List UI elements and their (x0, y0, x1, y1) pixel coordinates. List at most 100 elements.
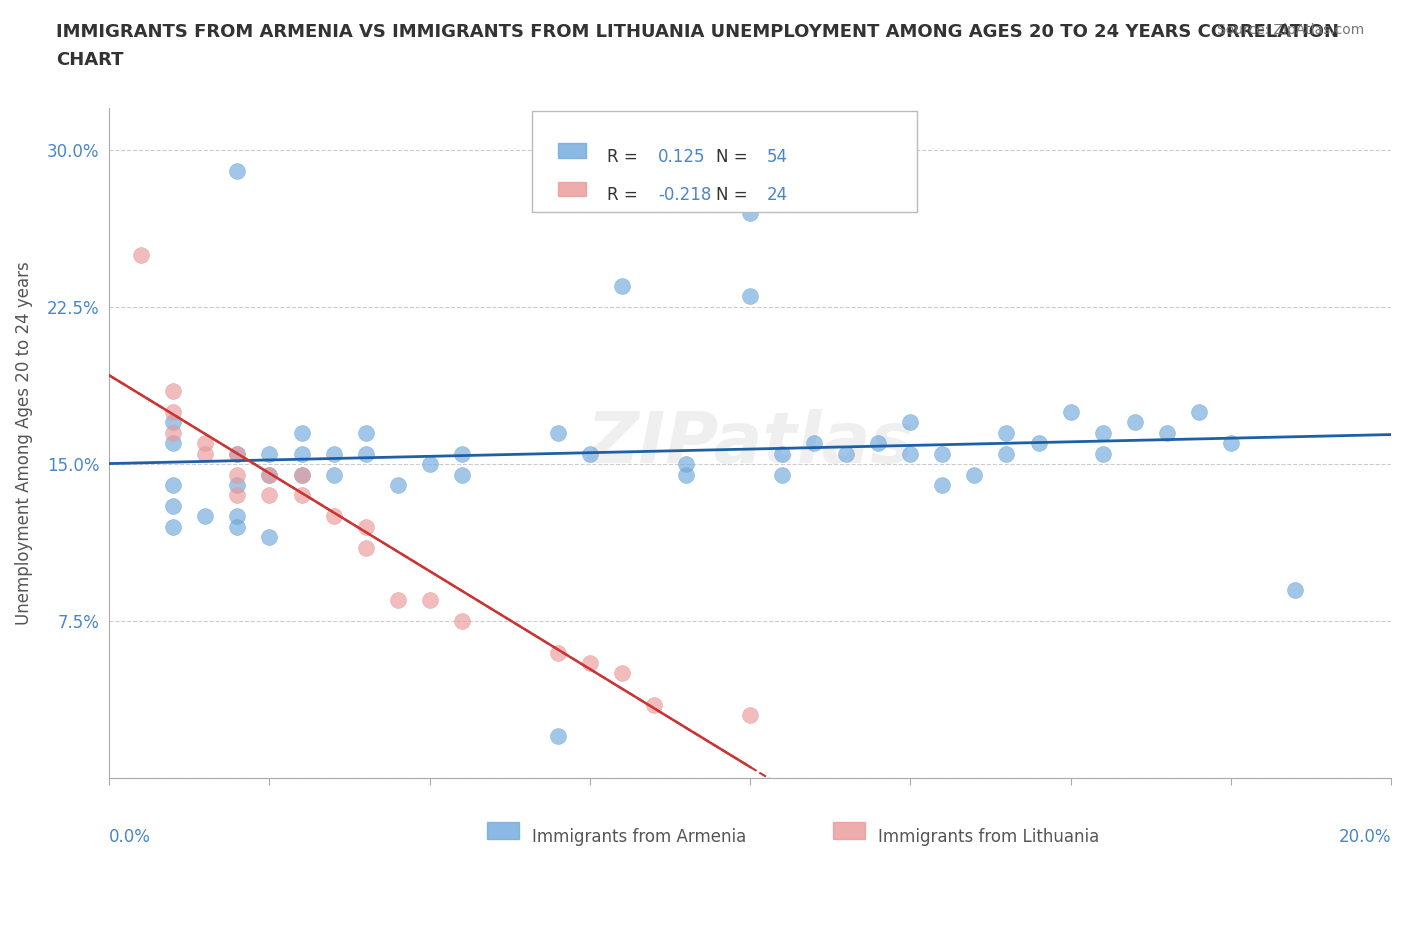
Point (740, 206, 762, 220)
Point (162, 520, 184, 535)
Point (226, 509, 249, 524)
Point (226, 164, 249, 179)
Text: R =: R = (606, 148, 643, 166)
Point (387, 592, 409, 607)
Point (675, 457, 697, 472)
Text: -0.218: -0.218 (658, 186, 711, 205)
Point (322, 467, 344, 482)
Point (1059, 405, 1081, 419)
Point (290, 467, 312, 482)
Point (354, 425, 377, 440)
FancyBboxPatch shape (834, 822, 866, 839)
Point (1091, 446, 1114, 461)
Y-axis label: Unemployment Among Ages 20 to 24 years: Unemployment Among Ages 20 to 24 years (15, 261, 32, 625)
Point (547, 645, 569, 660)
Point (1028, 435, 1050, 450)
FancyBboxPatch shape (488, 822, 519, 839)
Point (162, 425, 184, 440)
Point (354, 540, 377, 555)
Point (835, 446, 858, 461)
Text: 20.0%: 20.0% (1339, 829, 1391, 846)
Point (1219, 435, 1241, 450)
FancyBboxPatch shape (558, 181, 586, 196)
Point (194, 435, 217, 450)
Point (1091, 425, 1114, 440)
Point (450, 446, 472, 461)
Point (226, 488, 249, 503)
FancyBboxPatch shape (558, 143, 586, 157)
Point (354, 520, 377, 535)
Point (162, 383, 184, 398)
Point (643, 698, 665, 712)
Point (770, 446, 793, 461)
Text: IMMIGRANTS FROM ARMENIA VS IMMIGRANTS FROM LITHUANIA UNEMPLOYMENT AMONG AGES 20 : IMMIGRANTS FROM ARMENIA VS IMMIGRANTS FR… (56, 23, 1340, 41)
Point (226, 446, 249, 461)
Point (610, 279, 633, 294)
Point (290, 488, 312, 503)
Point (226, 520, 249, 535)
Point (995, 446, 1018, 461)
Text: N =: N = (716, 186, 752, 205)
Point (610, 666, 633, 681)
Point (194, 446, 217, 461)
Point (579, 446, 602, 461)
Point (290, 467, 312, 482)
Point (898, 446, 921, 461)
Point (547, 425, 569, 440)
Point (803, 435, 825, 450)
Point (579, 656, 602, 671)
Point (290, 425, 312, 440)
Text: 24: 24 (766, 186, 787, 205)
Point (868, 435, 890, 450)
Point (162, 405, 184, 419)
Point (162, 477, 184, 492)
FancyBboxPatch shape (533, 112, 917, 212)
Point (995, 425, 1018, 440)
Text: N =: N = (716, 148, 752, 166)
Text: Immigrants from Armenia: Immigrants from Armenia (533, 829, 747, 846)
Point (354, 446, 377, 461)
Point (1123, 415, 1146, 430)
Point (450, 614, 472, 629)
Point (162, 415, 184, 430)
Point (322, 446, 344, 461)
Point (259, 488, 281, 503)
Text: CHART: CHART (56, 51, 124, 69)
Text: Source: ZipAtlas.com: Source: ZipAtlas.com (1216, 23, 1364, 37)
Point (129, 247, 152, 262)
Point (675, 467, 697, 482)
Point (162, 498, 184, 513)
Point (931, 446, 953, 461)
Point (387, 477, 409, 492)
Text: R =: R = (606, 186, 643, 205)
Point (931, 477, 953, 492)
Point (450, 467, 472, 482)
Point (259, 467, 281, 482)
Text: 54: 54 (766, 148, 787, 166)
Point (290, 446, 312, 461)
Point (740, 289, 762, 304)
Point (226, 446, 249, 461)
Text: ZIPatlas: ZIPatlas (586, 408, 914, 478)
Point (770, 467, 793, 482)
Point (1156, 425, 1178, 440)
Point (898, 415, 921, 430)
Point (162, 435, 184, 450)
Point (259, 446, 281, 461)
Point (259, 467, 281, 482)
Point (226, 467, 249, 482)
Text: 0.125: 0.125 (658, 148, 706, 166)
Text: 0.0%: 0.0% (110, 829, 150, 846)
Point (259, 530, 281, 545)
Point (226, 477, 249, 492)
Point (1188, 405, 1211, 419)
Point (194, 509, 217, 524)
Point (1284, 582, 1306, 597)
Text: Immigrants from Lithuania: Immigrants from Lithuania (879, 829, 1099, 846)
Point (419, 592, 441, 607)
Point (419, 457, 441, 472)
Point (963, 467, 986, 482)
Point (740, 708, 762, 723)
Point (322, 509, 344, 524)
Point (547, 729, 569, 744)
